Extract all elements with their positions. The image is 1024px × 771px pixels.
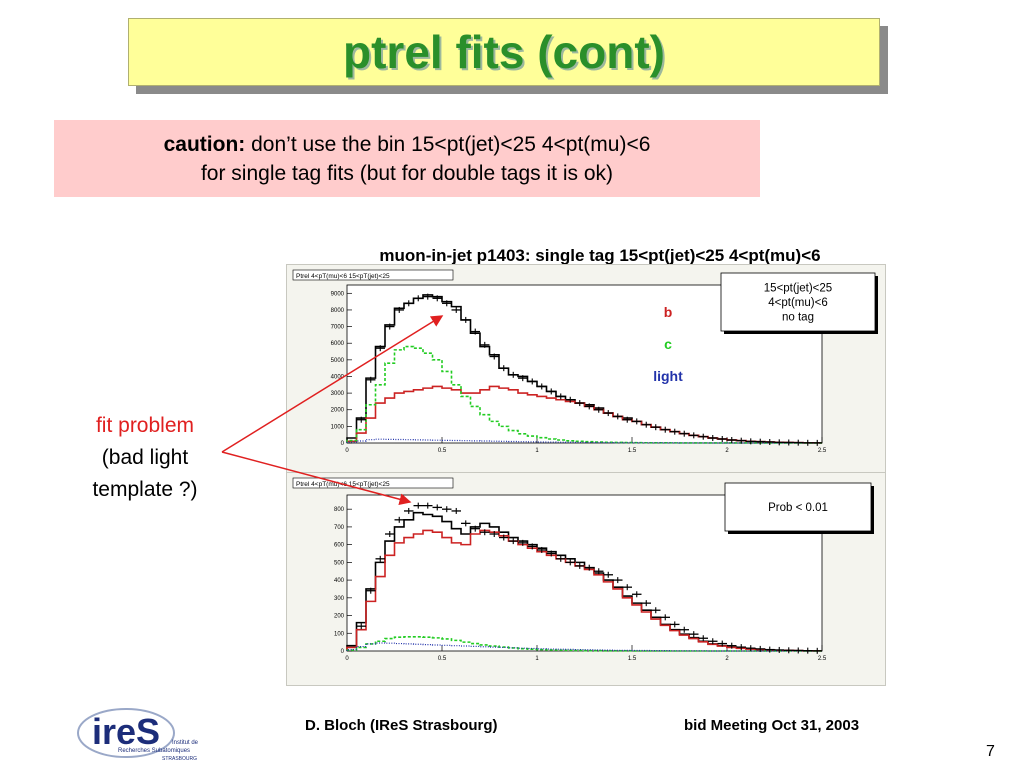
legend-box-light [645,363,691,389]
logo-sub-1: Institut de [172,740,199,746]
caution-box: caution: don’t use the bin 15<pt(jet)<25… [54,120,760,197]
x-tick-label: 2.5 [818,448,827,454]
y-tick-label: 100 [334,631,345,637]
ires-logo: ireS Institut de Recherches Subatomiques… [74,700,204,766]
x-tick-label: 0 [345,656,349,662]
footer-meeting: bid Meeting Oct 31, 2003 [684,717,860,734]
bottom-plot: Ptrel 4<pT(mu)<6 15<pT(jet)<250100200300… [292,477,874,662]
y-tick-label: 500 [334,560,345,566]
y-tick-label: 6000 [331,341,345,347]
ires-logo-graphic: ireS Institut de Recherches Subatomiques… [77,708,199,762]
fit-problem-note: fit problem (bad light template ?) [60,410,230,506]
y-tick-label: 1000 [331,424,345,430]
caution-text-2: for single tag fits (but for double tags… [200,162,614,185]
series-light [346,438,822,444]
y-tick-label: 3000 [331,391,345,397]
y-tick-label: 8000 [331,308,345,314]
arrow-to-bottom-plot [221,451,412,506]
series-c [346,345,822,444]
slide-title: ptrel fits (cont) [343,26,665,78]
x-tick-label: 0.5 [438,448,447,454]
x-tick-label: 1.5 [628,448,637,454]
y-tick-label: 600 [334,543,345,549]
y-tick-label: 400 [334,578,345,584]
plot-header-box [292,269,454,281]
y-tick-label: 9000 [331,291,345,297]
x-tick-label: 2 [725,656,729,662]
top-plot-panel: Ptrel 4<pT(mu)<6 15<pT(jet)<25 0 1000 2000 3… [286,264,886,478]
logo-sub-2: Recherches Subatomiques [118,748,190,754]
y-tick-label: 800 [334,507,345,513]
y-tick-label: 300 [334,596,345,602]
info-box [720,272,876,332]
x-tick-label: 1.5 [628,656,637,662]
y-tick-label: 7000 [331,325,345,331]
figure-title: muon-in-jet p1403: single tag 15<pt(jet)… [379,246,821,265]
x-tick-label: 0.5 [438,656,447,662]
legend-box-b [645,299,691,325]
info-box-line: Prob < 0.01 [768,502,828,514]
info-box [724,482,872,532]
bottom-plot-panel: Ptrel 4<pT(mu)<6 15<pT(jet)<250100200300… [286,472,886,686]
top-plot: Ptrel 4<pT(mu)<6 15<pT(jet)<25 0 1000 2000 3… [292,269,878,454]
x-tick-label: 2 [725,448,729,454]
page-number: 7 [986,743,995,760]
footer-author: D. Bloch (IReS Strasbourg) [305,717,498,734]
info-box-line: 15<pt(jet)<25 [764,283,832,295]
logo-text: ireS [92,711,160,752]
x-tick-label: 1 [535,448,539,454]
plot-header-label: Ptrel 4<pT(mu)<6 15<pT(jet)<25 [296,273,390,280]
y-tick-label: 0 [341,649,345,655]
plot-header-box [292,477,454,489]
caution-label: caution: [163,133,246,156]
y-tick-label: 700 [334,525,345,531]
title-box: ptrel fits (cont) [128,18,880,86]
y-tick-label: 2000 [331,408,345,414]
legend-box-c [645,331,691,357]
arrow-to-top-plot [221,315,444,453]
note-line-3: template ?) [92,478,198,501]
info-box-line: no tag [782,312,814,324]
caution-text-1: don’t use the bin 15<pt(jet)<25 4<pt(mu)… [245,133,651,156]
note-line-2: (bad light [101,446,189,469]
series-c [346,636,822,652]
legend-label-c: c [664,336,672,352]
y-tick-label: 4000 [331,374,345,380]
note-line-1: fit problem [95,414,195,437]
x-tick-label: 1 [535,656,539,662]
logo-sub-3: STRASBOURG [162,756,197,762]
legend-label-light: light [653,368,683,384]
y-tick-label: 5000 [331,358,345,364]
y-tick-label: 200 [334,614,345,620]
info-box-line: 4<pt(mu)<6 [768,297,827,309]
x-tick-label: 2.5 [818,656,827,662]
y-tick-label: 0 [341,441,345,447]
x-tick-label: 0 [345,448,349,454]
legend-label-b: b [664,304,673,320]
